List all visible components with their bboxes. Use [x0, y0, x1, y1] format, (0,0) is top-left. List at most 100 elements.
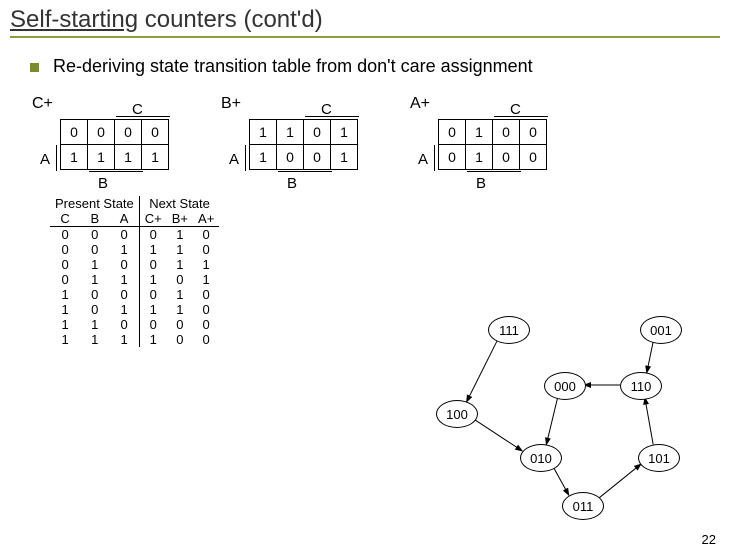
kmap-cell: 0 — [439, 120, 466, 145]
kmap-grid: 11011001 — [249, 119, 358, 170]
table-cell: 0 — [193, 242, 219, 257]
table-cell: 0 — [109, 317, 139, 332]
kmap-b-label: B — [476, 175, 486, 192]
table-cell: 0 — [80, 242, 109, 257]
col-header: B — [80, 211, 109, 227]
table-cell: 0 — [50, 242, 80, 257]
state-node: 101 — [638, 444, 680, 472]
bullet-icon — [30, 63, 39, 72]
kmap-cell: 1 — [331, 120, 358, 145]
graph-edge — [647, 341, 654, 373]
table-row: 101110 — [50, 302, 219, 317]
kmap-cell: 1 — [61, 145, 88, 170]
kmap-output-label: A+ — [410, 95, 430, 113]
graph-edge — [645, 398, 653, 445]
col-header: A+ — [193, 211, 219, 227]
graph-edges — [340, 316, 700, 516]
col-header: A — [109, 211, 139, 227]
table-cell: 0 — [139, 317, 166, 332]
kmap-cell: 0 — [520, 120, 547, 145]
table-cell: 0 — [167, 332, 193, 347]
kmap-cell: 0 — [304, 120, 331, 145]
kmap-cell: 1 — [250, 120, 277, 145]
kmap-a-label: A — [229, 151, 239, 168]
table-cell: 0 — [167, 272, 193, 287]
kmap-cell: 1 — [142, 145, 169, 170]
table-cell: 1 — [139, 302, 166, 317]
kmap-b-line — [278, 171, 332, 172]
table-cell: 1 — [167, 227, 193, 243]
title-rest: counters (cont'd) — [138, 6, 323, 33]
kmap-output-label: B+ — [221, 95, 241, 113]
table-cell: 1 — [109, 302, 139, 317]
title-border: Self-starting counters (cont'd) — [10, 6, 720, 38]
table-cell: 0 — [109, 287, 139, 302]
graph-edge — [467, 340, 498, 402]
table-row: 100010 — [50, 287, 219, 302]
table-cell: 1 — [193, 272, 219, 287]
table-cell: 0 — [167, 317, 193, 332]
table-cell: 0 — [80, 227, 109, 243]
kmap-row: C+CAB00001111B+CAB11011001A+CAB01000100 — [40, 99, 730, 170]
kmap-cell: 0 — [142, 120, 169, 145]
kmap-c-line — [305, 116, 359, 117]
kmap-cell: 0 — [304, 145, 331, 170]
table-cell: 0 — [193, 332, 219, 347]
table-cell: 1 — [139, 332, 166, 347]
table-cell: 0 — [80, 287, 109, 302]
kmap-cell: 0 — [277, 145, 304, 170]
kmap-cell: 0 — [115, 120, 142, 145]
table-row: 111100 — [50, 332, 219, 347]
table-cell: 1 — [167, 257, 193, 272]
table-cell: 1 — [109, 332, 139, 347]
present-state-label: Present State — [50, 196, 139, 211]
state-graph: 111001000110100010101011 — [340, 316, 700, 516]
truth-table: Present State Next State CBAC+B+A+ 00001… — [50, 196, 219, 347]
state-node: 001 — [640, 316, 682, 344]
next-state-label: Next State — [139, 196, 219, 211]
kmap-a-line — [56, 145, 57, 171]
kmap: A+CAB01000100 — [418, 99, 547, 170]
graph-edge — [599, 464, 641, 498]
table-cell: 0 — [109, 227, 139, 243]
kmap-cell: 1 — [250, 145, 277, 170]
table-cell: 0 — [139, 227, 166, 243]
table-row: 010011 — [50, 257, 219, 272]
graph-edge — [474, 419, 523, 451]
table-cell: 0 — [193, 287, 219, 302]
table-row: 011101 — [50, 272, 219, 287]
table-cell: 0 — [193, 227, 219, 243]
col-header: C+ — [139, 211, 166, 227]
table-cell: 1 — [80, 332, 109, 347]
state-node: 000 — [544, 372, 586, 400]
kmap-cell: 1 — [277, 120, 304, 145]
kmap-cell: 0 — [88, 120, 115, 145]
table-cell: 0 — [139, 257, 166, 272]
table-cell: 1 — [50, 302, 80, 317]
table-cell: 1 — [50, 317, 80, 332]
table-cell: 1 — [139, 242, 166, 257]
table-cell: 1 — [193, 257, 219, 272]
table-row: 000010 — [50, 227, 219, 243]
table-row: 001110 — [50, 242, 219, 257]
kmap-cell: 0 — [520, 145, 547, 170]
table-cell: 1 — [109, 242, 139, 257]
kmap-a-line — [434, 145, 435, 171]
graph-edge — [546, 397, 557, 444]
kmap-a-label: A — [40, 151, 50, 168]
kmap-b-label: B — [287, 175, 297, 192]
kmap-cell: 1 — [88, 145, 115, 170]
kmap-c-line — [116, 116, 170, 117]
kmap-cell: 1 — [466, 145, 493, 170]
table-cell: 0 — [50, 227, 80, 243]
kmap-cell: 1 — [115, 145, 142, 170]
kmap-a-line — [245, 145, 246, 171]
kmap-b-line — [89, 171, 143, 172]
table-cell: 1 — [50, 332, 80, 347]
table-cell: 0 — [193, 317, 219, 332]
kmap: C+CAB00001111 — [40, 99, 169, 170]
table-row: 110000 — [50, 317, 219, 332]
table-cell: 1 — [167, 287, 193, 302]
kmap-b-line — [467, 171, 521, 172]
state-node: 111 — [488, 316, 530, 344]
